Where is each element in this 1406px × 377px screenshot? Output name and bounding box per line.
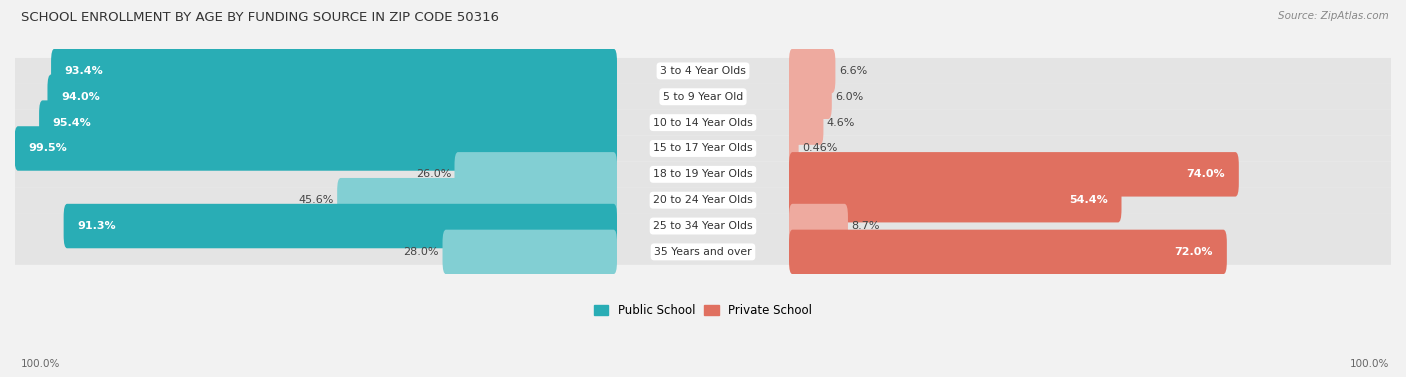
- FancyBboxPatch shape: [789, 100, 824, 145]
- FancyBboxPatch shape: [15, 213, 1391, 239]
- Text: 25 to 34 Year Olds: 25 to 34 Year Olds: [654, 221, 752, 231]
- Text: 45.6%: 45.6%: [298, 195, 333, 205]
- FancyBboxPatch shape: [48, 75, 617, 119]
- FancyBboxPatch shape: [15, 136, 1391, 161]
- FancyBboxPatch shape: [15, 239, 1391, 265]
- Text: 0.46%: 0.46%: [801, 144, 838, 153]
- FancyBboxPatch shape: [14, 126, 617, 171]
- Text: 99.5%: 99.5%: [28, 144, 67, 153]
- Text: 72.0%: 72.0%: [1174, 247, 1213, 257]
- Text: 54.4%: 54.4%: [1069, 195, 1108, 205]
- Text: 6.6%: 6.6%: [839, 66, 868, 76]
- FancyBboxPatch shape: [15, 110, 1391, 136]
- Text: 10 to 14 Year Olds: 10 to 14 Year Olds: [654, 118, 752, 128]
- Text: 26.0%: 26.0%: [416, 169, 451, 179]
- Text: 3 to 4 Year Olds: 3 to 4 Year Olds: [659, 66, 747, 76]
- FancyBboxPatch shape: [443, 230, 617, 274]
- FancyBboxPatch shape: [15, 58, 1391, 84]
- FancyBboxPatch shape: [15, 187, 1391, 213]
- Text: 20 to 24 Year Olds: 20 to 24 Year Olds: [654, 195, 752, 205]
- Text: 93.4%: 93.4%: [65, 66, 104, 76]
- Text: Source: ZipAtlas.com: Source: ZipAtlas.com: [1278, 11, 1389, 21]
- Text: 35 Years and over: 35 Years and over: [654, 247, 752, 257]
- Text: 100.0%: 100.0%: [21, 359, 60, 369]
- Text: 100.0%: 100.0%: [1350, 359, 1389, 369]
- FancyBboxPatch shape: [337, 178, 617, 222]
- Text: 8.7%: 8.7%: [852, 221, 880, 231]
- Legend: Public School, Private School: Public School, Private School: [593, 305, 813, 317]
- FancyBboxPatch shape: [15, 84, 1391, 110]
- Text: 15 to 17 Year Olds: 15 to 17 Year Olds: [654, 144, 752, 153]
- FancyBboxPatch shape: [789, 204, 848, 248]
- FancyBboxPatch shape: [39, 100, 617, 145]
- Text: 28.0%: 28.0%: [404, 247, 439, 257]
- FancyBboxPatch shape: [789, 126, 799, 171]
- Text: 94.0%: 94.0%: [62, 92, 100, 102]
- Text: 95.4%: 95.4%: [53, 118, 91, 128]
- Text: 91.3%: 91.3%: [77, 221, 117, 231]
- Text: 74.0%: 74.0%: [1187, 169, 1225, 179]
- FancyBboxPatch shape: [789, 49, 835, 93]
- Text: 5 to 9 Year Old: 5 to 9 Year Old: [662, 92, 744, 102]
- FancyBboxPatch shape: [454, 152, 617, 196]
- Text: SCHOOL ENROLLMENT BY AGE BY FUNDING SOURCE IN ZIP CODE 50316: SCHOOL ENROLLMENT BY AGE BY FUNDING SOUR…: [21, 11, 499, 24]
- FancyBboxPatch shape: [63, 204, 617, 248]
- FancyBboxPatch shape: [789, 230, 1227, 274]
- FancyBboxPatch shape: [789, 178, 1122, 222]
- FancyBboxPatch shape: [789, 75, 832, 119]
- Text: 18 to 19 Year Olds: 18 to 19 Year Olds: [654, 169, 752, 179]
- FancyBboxPatch shape: [789, 152, 1239, 196]
- FancyBboxPatch shape: [51, 49, 617, 93]
- Text: 4.6%: 4.6%: [827, 118, 855, 128]
- Text: 6.0%: 6.0%: [835, 92, 863, 102]
- FancyBboxPatch shape: [15, 161, 1391, 187]
